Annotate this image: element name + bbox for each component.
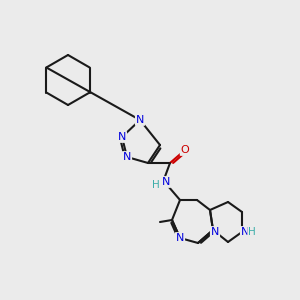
- Text: N: N: [136, 115, 144, 125]
- Text: N: N: [211, 227, 219, 237]
- Text: H: H: [248, 227, 256, 237]
- Text: N: N: [176, 233, 184, 243]
- Text: N: N: [118, 132, 126, 142]
- Text: H: H: [152, 180, 160, 190]
- Text: N: N: [123, 152, 131, 162]
- Text: O: O: [181, 145, 189, 155]
- Text: N: N: [162, 177, 170, 187]
- Text: N: N: [241, 227, 249, 237]
